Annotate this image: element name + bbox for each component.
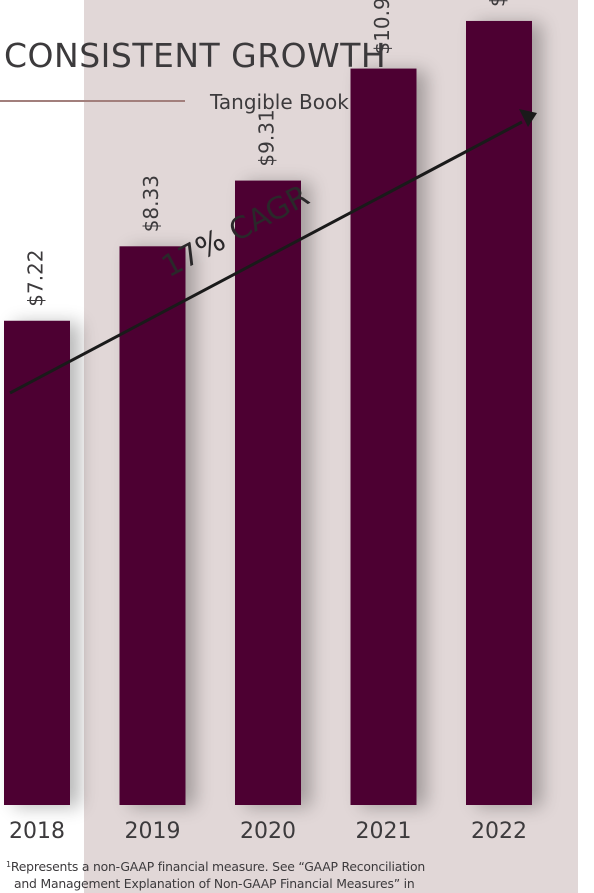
year-label-2021: 2021	[356, 819, 412, 844]
year-label-2019: 2019	[125, 819, 181, 844]
cagr-arrow	[9, 109, 537, 395]
bar-2022	[466, 20, 532, 805]
value-label-2019: $8.33	[139, 175, 163, 232]
year-label-group: 2018 2019 2020 2021 2022	[9, 819, 527, 844]
footnote-line-1-text: Represents a non-GAAP financial measure.…	[10, 859, 426, 874]
cagr-arrow-head	[519, 109, 537, 127]
footnote-line-2: and Management Explanation of Non-GAAP F…	[14, 876, 415, 891]
right-margin-strip	[578, 0, 594, 893]
year-label-2020: 2020	[240, 819, 296, 844]
value-label-2020: $9.31	[255, 109, 279, 166]
year-label-2022: 2022	[471, 819, 527, 844]
page-title: CONSISTENT GROWTH	[4, 36, 387, 75]
value-label-2018: $7.22	[24, 249, 48, 306]
cagr-arrow-line	[9, 120, 523, 395]
value-label-2021: $10.98	[370, 0, 394, 55]
value-label-2022: $11.69	[486, 0, 510, 7]
value-label-group: $7.22 $8.33 $9.31 $10.98 $11.69	[24, 0, 510, 307]
bar-group	[4, 20, 532, 806]
footnote-line-1: 1Represents a non-GAAP financial measure…	[6, 856, 590, 875]
footnote: 1Represents a non-GAAP financial measure…	[6, 856, 590, 892]
footnote-mark: 1	[6, 860, 11, 869]
title-divider	[0, 100, 185, 102]
bar-2021	[350, 68, 417, 805]
bar-2019	[119, 246, 186, 806]
bar-2018	[4, 320, 70, 805]
bar-2020	[235, 180, 301, 805]
year-label-2018: 2018	[9, 819, 65, 844]
